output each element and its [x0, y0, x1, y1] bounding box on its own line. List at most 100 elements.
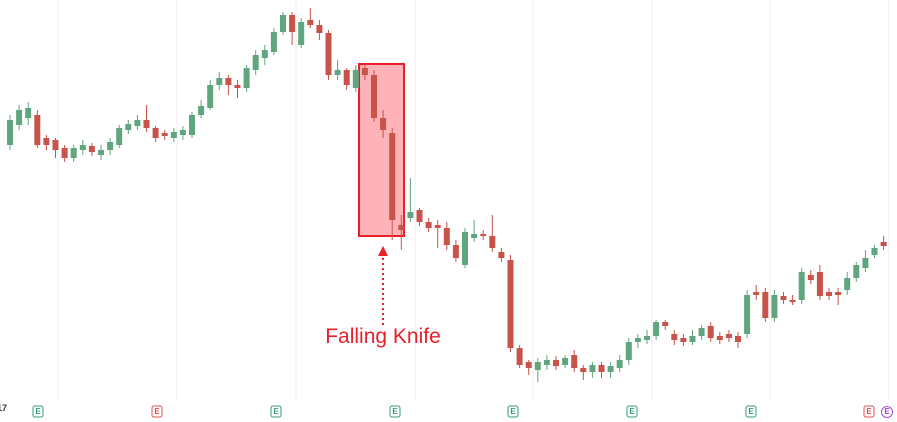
- candle-body: [516, 348, 523, 365]
- candle-body: [634, 338, 641, 342]
- candle-body: [380, 118, 387, 130]
- candle-body: [598, 365, 605, 372]
- candle-body: [189, 115, 195, 135]
- candle-body: [143, 120, 150, 128]
- event-label: E: [629, 407, 635, 416]
- candle-body: [389, 133, 396, 220]
- candle-body: [562, 358, 569, 365]
- candle-body: [798, 272, 805, 300]
- candle-body: [534, 362, 541, 370]
- candle-body: [371, 75, 377, 118]
- candle-body: [716, 336, 723, 340]
- candle-body: [170, 132, 177, 138]
- event: E: [270, 405, 282, 418]
- candle-body: [580, 368, 587, 372]
- event-label: E: [273, 407, 279, 416]
- vertical-grid: [57, 0, 890, 400]
- candle-body: [125, 124, 132, 130]
- candle-body: [525, 362, 532, 368]
- event-label: E: [884, 407, 890, 416]
- candle-body: [662, 322, 669, 326]
- candle-body: [243, 68, 250, 88]
- candle-body: [361, 68, 368, 75]
- candle-body: [434, 225, 441, 228]
- candle-body: [289, 15, 296, 32]
- event-label: E: [510, 407, 516, 416]
- candle-body: [280, 15, 286, 32]
- candle-body: [452, 245, 459, 258]
- candle-body: [762, 292, 769, 318]
- candle-body: [735, 336, 741, 342]
- annotation-arrowhead: [378, 246, 388, 256]
- candle-body: [871, 248, 878, 255]
- event: E: [626, 405, 638, 418]
- candle-body: [416, 210, 423, 222]
- event: E: [151, 405, 163, 418]
- event-label: E: [392, 407, 398, 416]
- candle-body: [571, 355, 578, 368]
- corner-text: 17: [0, 403, 7, 413]
- candle-body: [589, 365, 596, 372]
- candle-body: [462, 232, 468, 265]
- candle-body: [7, 120, 13, 145]
- candle-body: [52, 140, 59, 150]
- candle-body: [107, 142, 114, 150]
- candle-body: [152, 128, 159, 138]
- candle-body: [325, 33, 332, 75]
- candle-body: [880, 242, 887, 246]
- candle-body: [298, 22, 305, 45]
- event-label: E: [748, 407, 754, 416]
- candle-body: [480, 234, 487, 236]
- candle-body: [543, 360, 550, 365]
- candle-body: [234, 85, 241, 88]
- candle-body: [334, 70, 341, 75]
- candle-body: [134, 120, 141, 126]
- candle-body: [207, 85, 214, 108]
- candle-body: [61, 148, 68, 158]
- candle-body: [816, 272, 823, 296]
- candle-body: [398, 225, 405, 230]
- candle-body: [680, 338, 687, 342]
- candle-body: [771, 295, 778, 318]
- candle-body: [507, 260, 514, 348]
- candle-body: [307, 20, 314, 25]
- candle-body: [698, 328, 705, 336]
- candle-body: [116, 128, 123, 145]
- candle-body: [216, 78, 223, 85]
- candle-body: [88, 146, 95, 152]
- candle-body: [616, 360, 623, 368]
- candle-body: [780, 296, 787, 300]
- event: E: [881, 406, 893, 418]
- event: E: [507, 405, 519, 418]
- candle-body: [671, 334, 678, 340]
- candle-body: [270, 32, 277, 52]
- candle-body: [407, 212, 414, 218]
- candle-body: [43, 138, 50, 145]
- candle-body: [689, 336, 696, 342]
- candle-body: [707, 326, 714, 338]
- candle-body: [498, 252, 505, 258]
- candle-body: [844, 278, 851, 290]
- candle-body: [826, 292, 832, 296]
- candle-body: [807, 275, 814, 280]
- event-label: E: [154, 407, 160, 416]
- candle-body: [343, 70, 350, 85]
- event: E: [863, 405, 875, 418]
- candle-body: [316, 25, 323, 33]
- candle-body: [34, 115, 41, 145]
- candle-body: [553, 360, 559, 366]
- candle-body: [98, 150, 104, 155]
- candle-body: [725, 334, 732, 338]
- candle-body: [225, 78, 232, 85]
- candle-body: [853, 265, 860, 278]
- candle-body: [425, 222, 432, 228]
- candle-body: [744, 295, 751, 334]
- event-label: E: [866, 407, 872, 416]
- candle-body: [653, 322, 660, 336]
- candle-body: [862, 258, 869, 268]
- candle-body: [644, 336, 650, 340]
- event: E: [32, 405, 44, 418]
- candle-body: [835, 292, 842, 295]
- event-label: E: [35, 407, 41, 416]
- candle-body: [261, 50, 268, 58]
